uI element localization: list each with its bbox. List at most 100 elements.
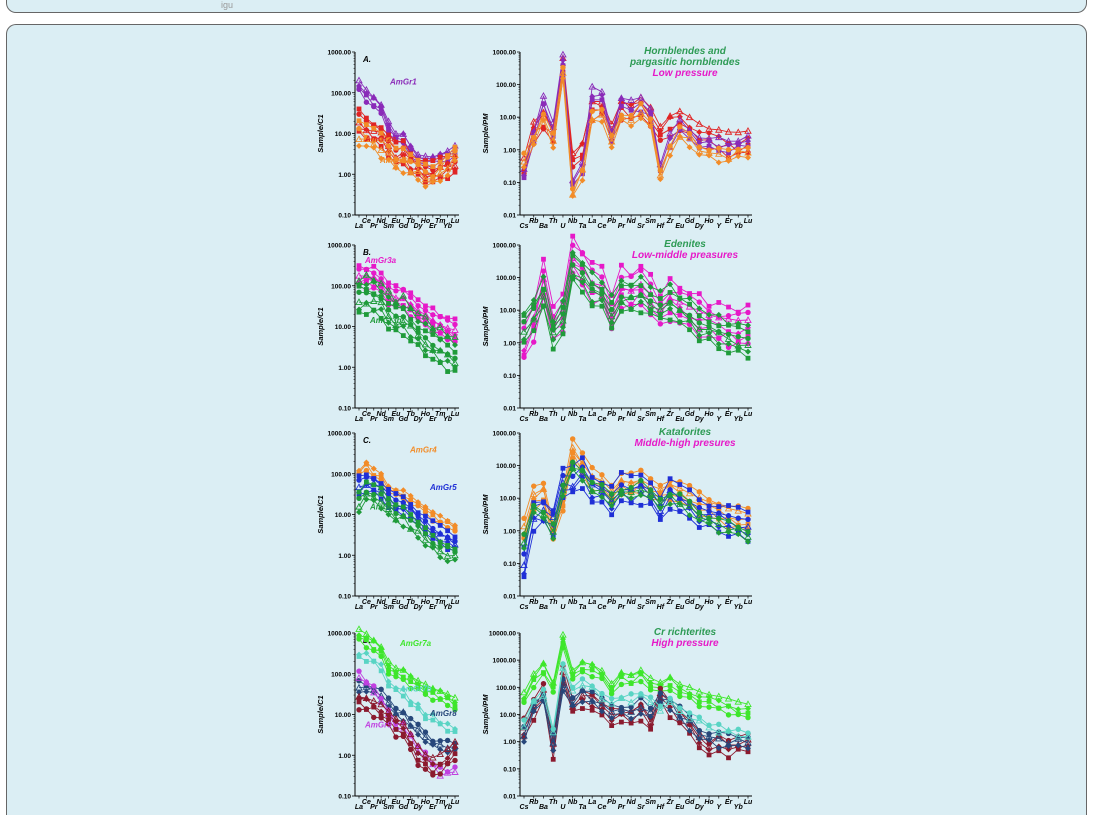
- data-point: [445, 153, 451, 158]
- data-point: [657, 496, 664, 502]
- data-point: [363, 479, 369, 485]
- data-point: [363, 287, 369, 292]
- chart-panel-4: 0.01 0.10 1.00 10.00 100.00 1000.00 Sample/PM C…: [481, 233, 753, 423]
- data-point: [363, 707, 369, 712]
- x-tick-label: Sm: [645, 218, 656, 225]
- data-point: [715, 529, 722, 536]
- data-point: [696, 144, 703, 150]
- data-point: [609, 723, 615, 728]
- data-point: [407, 321, 414, 328]
- data-point: [608, 695, 615, 702]
- data-point: [676, 500, 683, 507]
- data-point: [735, 706, 742, 713]
- data-point: [392, 668, 399, 675]
- data-point: [437, 544, 443, 550]
- data-point: [363, 679, 370, 685]
- data-point: [608, 144, 615, 151]
- data-point: [452, 751, 458, 757]
- data-point: [637, 93, 645, 101]
- data-point: [628, 112, 634, 119]
- data-point: [559, 316, 567, 324]
- data-point: [676, 318, 683, 325]
- data-point: [696, 703, 703, 710]
- data-point: [648, 292, 654, 298]
- x-tick-label: Eu: [675, 416, 685, 423]
- x-tick-label: Sm: [645, 599, 656, 606]
- data-point: [560, 661, 566, 667]
- data-point: [745, 329, 751, 335]
- data-point: [656, 306, 665, 313]
- data-point: [529, 315, 538, 323]
- data-point: [637, 115, 644, 122]
- y-tick-label: 0.10: [338, 213, 351, 220]
- data-point: [588, 487, 596, 495]
- x-tick-label: Dy: [695, 604, 705, 611]
- x-tick-label: Pr: [618, 604, 627, 611]
- data-point: [356, 263, 362, 269]
- data-point: [430, 540, 436, 547]
- data-point: [414, 150, 422, 158]
- data-point: [735, 504, 741, 510]
- data-point: [378, 125, 384, 131]
- data-point: [444, 517, 451, 524]
- data-point: [444, 351, 451, 357]
- data-point: [378, 306, 385, 313]
- data-point: [531, 502, 537, 509]
- data-point: [400, 170, 407, 177]
- data-point: [415, 297, 421, 303]
- data-point: [579, 467, 586, 474]
- data-point: [444, 769, 451, 775]
- y-axis-label: Sample/PM: [481, 694, 490, 735]
- data-point: [726, 755, 731, 761]
- data-point: [656, 171, 665, 179]
- x-tick-label: Gd: [685, 411, 695, 418]
- data-point: [657, 315, 663, 321]
- data-point: [430, 770, 436, 776]
- series-line: [523, 65, 749, 185]
- x-tick-label: Ce: [362, 799, 371, 806]
- data-point: [696, 326, 702, 332]
- data-point: [430, 342, 436, 349]
- x-tick-label: Sr: [637, 416, 646, 423]
- data-point: [579, 477, 586, 484]
- data-point: [430, 532, 436, 538]
- data-point: [716, 323, 722, 329]
- data-point: [393, 734, 399, 740]
- data-point: [385, 695, 392, 701]
- data-point: [667, 126, 673, 132]
- data-point: [393, 502, 399, 508]
- data-point: [706, 323, 712, 330]
- data-point: [407, 158, 414, 165]
- y-tick-label: 1000.00: [328, 631, 352, 638]
- data-point: [415, 303, 421, 309]
- data-point: [423, 353, 428, 359]
- x-tick-label: Nd: [626, 218, 636, 225]
- data-point: [726, 350, 731, 356]
- data-point: [541, 286, 546, 292]
- series-label: AmGr4: [409, 446, 437, 455]
- data-point: [656, 122, 665, 130]
- data-point: [706, 508, 712, 514]
- data-point: [363, 467, 370, 474]
- data-point: [608, 292, 615, 299]
- data-point: [355, 502, 363, 510]
- data-point: [589, 298, 596, 305]
- data-point: [696, 313, 702, 319]
- data-point: [648, 480, 654, 486]
- x-tick-label: Lu: [451, 218, 460, 225]
- data-point: [451, 151, 459, 158]
- data-point: [362, 126, 371, 134]
- data-point: [667, 281, 674, 288]
- data-point: [363, 459, 370, 466]
- data-point: [696, 727, 703, 734]
- data-point: [589, 269, 596, 276]
- data-point: [706, 336, 712, 342]
- data-point: [706, 303, 712, 309]
- series-label: AmGr1: [389, 78, 417, 87]
- x-tick-label: Pr: [370, 223, 379, 230]
- data-point: [716, 515, 722, 522]
- data-point: [386, 505, 391, 511]
- data-point: [415, 499, 422, 506]
- data-point: [735, 334, 741, 340]
- data-point: [370, 487, 377, 494]
